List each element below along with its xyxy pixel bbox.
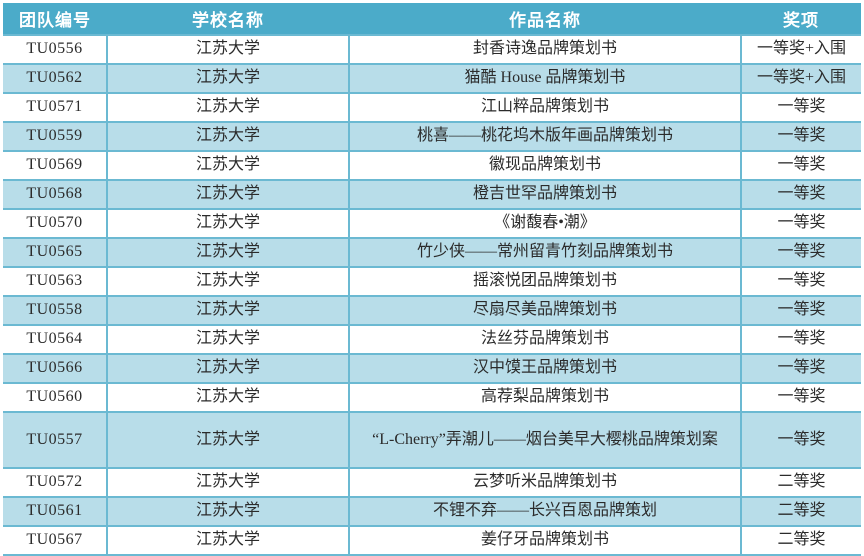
table-row: TU0565 江苏大学 竹少侠——常州留青竹刻品牌策划书 一等奖 [3, 237, 861, 268]
cell-school-name: 江苏大学 [106, 467, 350, 498]
cell-award: 一等奖+入围 [740, 63, 861, 94]
cell-award: 一等奖 [740, 121, 861, 152]
cell-award: 一等奖 [740, 237, 861, 268]
cell-work-name: 竹少侠——常州留青竹刻品牌策划书 [348, 237, 742, 268]
column-header-award: 奖项 [741, 3, 861, 35]
cell-school-name: 江苏大学 [106, 266, 350, 297]
cell-award: 一等奖 [740, 92, 861, 123]
cell-award: 二等奖 [740, 525, 861, 556]
cell-award: 一等奖 [740, 324, 861, 355]
award-results-table: 团队编号 学校名称 作品名称 奖项 TU0556 江苏大学 封香诗逸品牌策划书 一等奖… [3, 3, 861, 556]
table-row: TU0571 江苏大学 江山粹品牌策划书 一等奖 [3, 92, 861, 123]
cell-work-name: 法丝芬品牌策划书 [348, 324, 742, 355]
table-row: TU0572 江苏大学 云梦听米品牌策划书 二等奖 [3, 467, 861, 498]
cell-team-number: TU0570 [3, 208, 108, 239]
cell-award: 二等奖 [740, 496, 861, 527]
cell-work-name: 猫酷 House 品牌策划书 [348, 63, 742, 94]
table-row: TU0566 江苏大学 汉中馍王品牌策划书 一等奖 [3, 353, 861, 384]
cell-award: 一等奖 [740, 208, 861, 239]
cell-work-name: 不锂不弃——长兴百恩品牌策划 [348, 496, 742, 527]
cell-award: 一等奖+入围 [740, 34, 861, 65]
cell-team-number: TU0557 [3, 411, 108, 469]
cell-work-name: 尽扇尽美品牌策划书 [348, 295, 742, 326]
cell-work-name: 高荐梨品牌策划书 [348, 382, 742, 413]
cell-school-name: 江苏大学 [106, 63, 350, 94]
cell-award: 一等奖 [740, 266, 861, 297]
cell-team-number: TU0564 [3, 324, 108, 355]
cell-award: 一等奖 [740, 295, 861, 326]
cell-school-name: 江苏大学 [106, 121, 350, 152]
cell-team-number: TU0562 [3, 63, 108, 94]
cell-work-name: 江山粹品牌策划书 [348, 92, 742, 123]
cell-school-name: 江苏大学 [106, 382, 350, 413]
cell-work-name: 摇滚悦团品牌策划书 [348, 266, 742, 297]
award-table-container: 团队编号 学校名称 作品名称 奖项 TU0556 江苏大学 封香诗逸品牌策划书 一等奖… [3, 3, 861, 556]
cell-work-name: 桃喜——桃花坞木版年画品牌策划书 [348, 121, 742, 152]
cell-school-name: 江苏大学 [106, 92, 350, 123]
cell-team-number: TU0566 [3, 353, 108, 384]
cell-team-number: TU0572 [3, 467, 108, 498]
table-row: TU0558 江苏大学 尽扇尽美品牌策划书 一等奖 [3, 295, 861, 326]
cell-work-name: “L-Cherry”弄潮儿——烟台美早大樱桃品牌策划案 [348, 411, 742, 469]
cell-school-name: 江苏大学 [106, 179, 350, 210]
cell-school-name: 江苏大学 [106, 295, 350, 326]
cell-team-number: TU0556 [3, 34, 108, 65]
cell-school-name: 江苏大学 [106, 34, 350, 65]
cell-school-name: 江苏大学 [106, 353, 350, 384]
cell-award: 一等奖 [740, 179, 861, 210]
cell-team-number: TU0567 [3, 525, 108, 556]
cell-school-name: 江苏大学 [106, 208, 350, 239]
table-row: TU0560 江苏大学 高荐梨品牌策划书 一等奖 [3, 382, 861, 413]
cell-team-number: TU0568 [3, 179, 108, 210]
cell-work-name: 封香诗逸品牌策划书 [348, 34, 742, 65]
table-row: TU0561 江苏大学 不锂不弃——长兴百恩品牌策划 二等奖 [3, 496, 861, 527]
cell-award: 一等奖 [740, 353, 861, 384]
cell-school-name: 江苏大学 [106, 525, 350, 556]
column-header-team: 团队编号 [3, 3, 107, 35]
table-row: TU0568 江苏大学 橙吉世罕品牌策划书 一等奖 [3, 179, 861, 210]
table-row: TU0570 江苏大学 《谢馥春•潮》 一等奖 [3, 208, 861, 239]
column-header-work: 作品名称 [349, 3, 741, 35]
cell-work-name: 姜仔牙品牌策划书 [348, 525, 742, 556]
cell-school-name: 江苏大学 [106, 411, 350, 469]
cell-award: 二等奖 [740, 467, 861, 498]
cell-school-name: 江苏大学 [106, 150, 350, 181]
cell-award: 一等奖 [740, 411, 861, 469]
cell-team-number: TU0565 [3, 237, 108, 268]
cell-award: 一等奖 [740, 382, 861, 413]
table-row: TU0567 江苏大学 姜仔牙品牌策划书 二等奖 [3, 525, 861, 556]
cell-work-name: 橙吉世罕品牌策划书 [348, 179, 742, 210]
table-row: TU0557 江苏大学 “L-Cherry”弄潮儿——烟台美早大樱桃品牌策划案 一等奖 [3, 411, 861, 469]
column-header-school: 学校名称 [107, 3, 349, 35]
cell-award: 一等奖 [740, 150, 861, 181]
cell-work-name: 云梦听米品牌策划书 [348, 467, 742, 498]
cell-team-number: TU0561 [3, 496, 108, 527]
header-row: 团队编号 学校名称 作品名称 奖项 [3, 3, 861, 35]
table-row: TU0562 江苏大学 猫酷 House 品牌策划书 一等奖+入围 [3, 63, 861, 94]
cell-school-name: 江苏大学 [106, 237, 350, 268]
table-body: TU0556 江苏大学 封香诗逸品牌策划书 一等奖+入围 TU0562 江苏大学 猫酷 Ho… [3, 34, 861, 556]
cell-team-number: TU0569 [3, 150, 108, 181]
cell-school-name: 江苏大学 [106, 496, 350, 527]
cell-team-number: TU0560 [3, 382, 108, 413]
cell-team-number: TU0559 [3, 121, 108, 152]
table-row: TU0556 江苏大学 封香诗逸品牌策划书 一等奖+入围 [3, 34, 861, 65]
table-row: TU0564 江苏大学 法丝芬品牌策划书 一等奖 [3, 324, 861, 355]
table-row: TU0559 江苏大学 桃喜——桃花坞木版年画品牌策划书 一等奖 [3, 121, 861, 152]
cell-team-number: TU0558 [3, 295, 108, 326]
table-header: 团队编号 学校名称 作品名称 奖项 [3, 3, 861, 35]
cell-work-name: 汉中馍王品牌策划书 [348, 353, 742, 384]
cell-work-name: 徽现品牌策划书 [348, 150, 742, 181]
cell-school-name: 江苏大学 [106, 324, 350, 355]
cell-team-number: TU0571 [3, 92, 108, 123]
cell-team-number: TU0563 [3, 266, 108, 297]
cell-work-name: 《谢馥春•潮》 [348, 208, 742, 239]
table-row: TU0563 江苏大学 摇滚悦团品牌策划书 一等奖 [3, 266, 861, 297]
table-row: TU0569 江苏大学 徽现品牌策划书 一等奖 [3, 150, 861, 181]
